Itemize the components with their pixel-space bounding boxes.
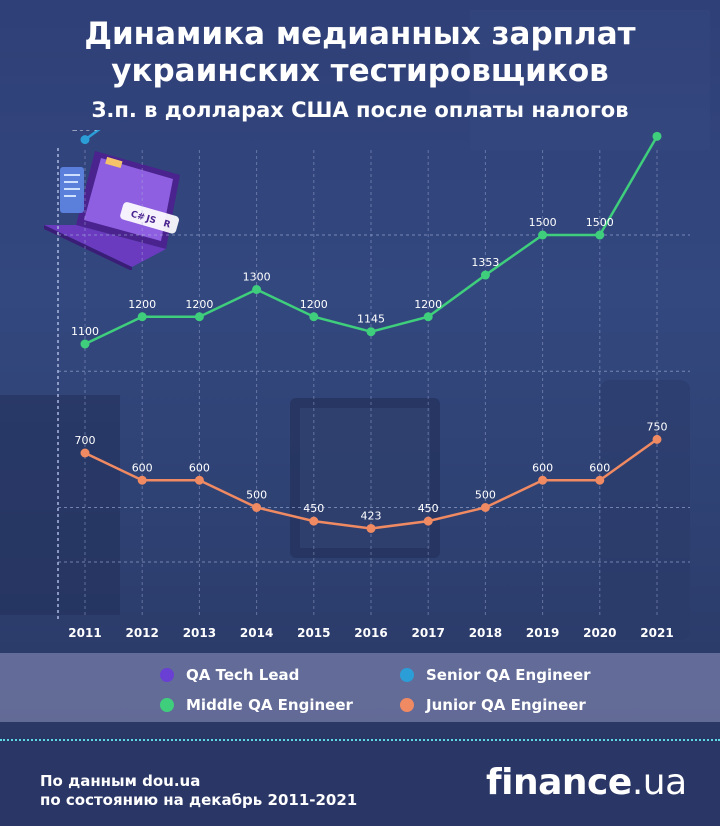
legend-item-junior: Junior QA Engineer: [400, 695, 586, 715]
data-label: 450: [303, 502, 324, 515]
data-point: [137, 312, 147, 322]
data-label: 1200: [128, 298, 156, 311]
legend-label: Junior QA Engineer: [426, 696, 586, 714]
source-line-2: по состоянию на декабрь 2011-2021: [40, 791, 358, 809]
legend-item-senior: Senior QA Engineer: [400, 665, 591, 685]
data-point: [480, 270, 490, 280]
x-tick-label: 2013: [183, 626, 216, 640]
footer-divider: [0, 739, 720, 741]
legend-marker: [400, 698, 414, 712]
x-tick-label: 2016: [354, 626, 387, 640]
data-label: 500: [246, 489, 267, 502]
chart-title-line1: Динамика медианных зарплат: [84, 16, 636, 52]
data-label: 500: [475, 489, 496, 502]
x-tick-label: 2014: [240, 626, 273, 640]
data-point: [194, 312, 204, 322]
legend-label: Senior QA Engineer: [426, 666, 591, 684]
data-point: [366, 523, 376, 533]
data-point: [80, 448, 90, 458]
source-line-1: По данным dou.ua: [40, 772, 201, 790]
brand-main: finance: [486, 762, 632, 803]
chart-title-line2: украинских тестировщиков: [111, 53, 609, 89]
screen-note: [105, 156, 123, 169]
laptop-edge: [44, 225, 132, 270]
footer: По данным dou.ua по состоянию на декабрь…: [0, 742, 720, 826]
data-point: [480, 503, 490, 512]
code-label-r: R: [162, 219, 171, 231]
data-label: 1300: [243, 271, 271, 284]
data-point: [423, 516, 433, 526]
data-point: [595, 475, 605, 485]
data-point: [309, 516, 319, 526]
data-label: 423: [361, 509, 382, 522]
data-point: [80, 135, 90, 145]
legend-marker: [160, 698, 174, 712]
legend-label: Middle QA Engineer: [186, 696, 353, 714]
chart-subtitle: З.п. в долларах США после оплаты налогов: [91, 98, 629, 122]
legend-item-middle: Middle QA Engineer: [160, 695, 353, 715]
x-tick-label: 2012: [125, 626, 158, 640]
legend-marker: [400, 668, 414, 682]
data-point: [538, 475, 548, 485]
data-label: 600: [532, 461, 553, 474]
data-point: [538, 230, 548, 240]
data-label: 1100: [71, 325, 99, 338]
data-label: 600: [589, 461, 610, 474]
brand-logo: finance.ua: [486, 762, 687, 803]
data-label: 1145: [357, 313, 385, 326]
laptop-illustration: C# JS R: [44, 151, 180, 270]
legend-label: QA Tech Lead: [186, 666, 300, 684]
data-point: [194, 475, 204, 485]
data-label: 1200: [300, 298, 328, 311]
x-tick-label: 2011: [68, 626, 101, 640]
legend-item-tech-lead: QA Tech Lead: [160, 665, 299, 685]
series-line: [84, 130, 101, 141]
code-label-js: JS: [144, 214, 157, 227]
data-label: 750: [647, 420, 668, 433]
data-point: [137, 475, 147, 485]
data-point: [652, 434, 662, 444]
data-point: [252, 503, 262, 512]
legend-marker: [160, 668, 174, 682]
data-point: [652, 131, 662, 141]
data-label: 1850: [71, 130, 99, 134]
data-label: 600: [132, 461, 153, 474]
data-label: 1353: [471, 256, 499, 269]
data-point: [366, 327, 376, 337]
data-label: 450: [418, 502, 439, 515]
data-label: 700: [75, 434, 96, 447]
data-label: 600: [189, 461, 210, 474]
x-tick-label: 2017: [411, 626, 444, 640]
data-point: [80, 339, 90, 349]
x-tick-label: 2018: [469, 626, 502, 640]
data-point: [252, 285, 262, 294]
brand-tld: .ua: [631, 762, 687, 803]
data-point: [423, 312, 433, 322]
legend: QA Tech Lead Senior QA Engineer Middle Q…: [0, 653, 720, 722]
data-label: 1200: [414, 298, 442, 311]
laptop-keyboard: [44, 225, 166, 267]
data-label: 1500: [529, 216, 557, 229]
x-tick-label: 2020: [583, 626, 616, 640]
x-tick-label: 2015: [297, 626, 330, 640]
data-label: 1200: [185, 298, 213, 311]
data-label: 1500: [586, 216, 614, 229]
x-tick-label: 2021: [640, 626, 673, 640]
data-point: [309, 312, 319, 322]
code-badges: [120, 202, 179, 234]
line-chart: 2011 2012 2013 2014 2015 2016 2017 2018 2019 2020…: [57, 130, 690, 640]
data-point: [595, 230, 605, 240]
x-tick-label: 2019: [526, 626, 559, 640]
code-label-csharp: C#: [129, 210, 145, 224]
